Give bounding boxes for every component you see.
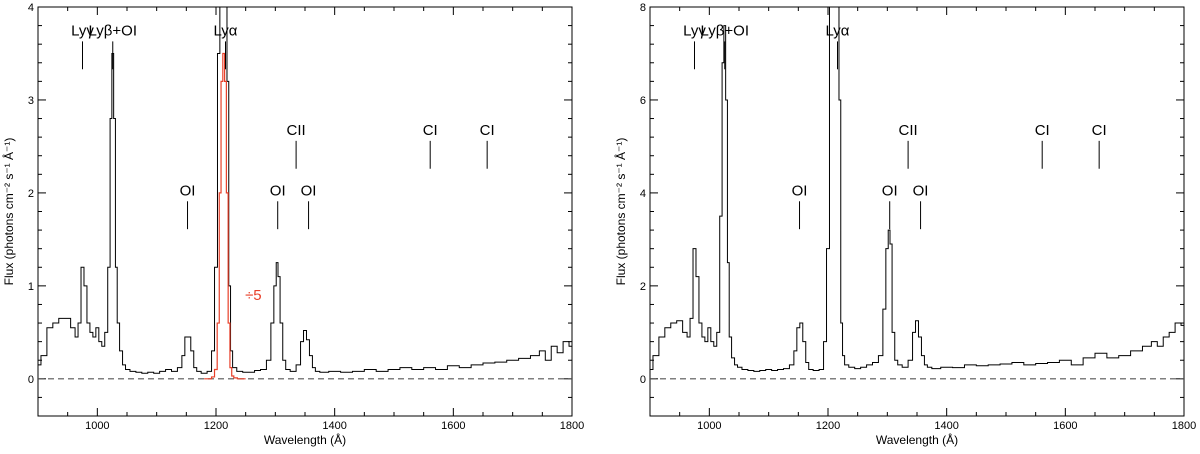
line-label: OI [792,182,808,199]
y-tick-label: 1 [28,281,34,293]
line-label: OI [180,182,196,199]
y-tick-label: 6 [640,95,646,107]
line-label: Lyγ [71,22,94,39]
x-tick-label: 1400 [934,420,958,432]
line-label: Lyβ+OI [701,22,750,39]
x-tick-label: 1600 [441,420,465,432]
y-axis-title: Flux (photons cm⁻² s⁻¹ Å⁻¹) [613,138,628,286]
x-tick-label: 1800 [560,420,584,432]
y-tick-label: 4 [28,2,34,14]
line-label: CI [1035,122,1050,139]
line-label: OI [301,182,317,199]
x-tick-label: 1200 [204,420,228,432]
x-axis-title: Wavelength (Å) [876,432,958,447]
y-tick-label: 3 [28,95,34,107]
x-tick-label: 1000 [85,420,109,432]
line-label: CII [899,122,918,139]
y-tick-label: 0 [640,374,646,386]
scale-factor-label: ÷5 [245,287,262,304]
line-label: Lyβ+OI [89,22,138,39]
y-axis-title: Flux (photons cm⁻² s⁻¹ Å⁻¹) [1,138,16,286]
line-label: Lyγ [683,22,706,39]
y-tick-label: 0 [28,374,34,386]
y-tick-label: 2 [640,281,646,293]
line-label: Lyα [214,22,238,39]
x-tick-label: 1200 [816,420,840,432]
y-tick-label: 8 [640,2,646,14]
line-label: CII [287,122,306,139]
right-spectrum-panel: 1000 1200 1400 1600 1800 0 2 4 6 8 Wavelength (Å) F… [613,2,1196,447]
left-spectrum-panel: 1000 1200 1400 1600 1800 0 1 2 3 4 Wavelength (Å) F… [1,2,584,447]
series-group [38,7,572,380]
spectrum-line [650,7,1184,372]
line-label: Lyα [826,22,850,39]
line-label: CI [423,122,438,139]
spectrum-line [38,7,572,374]
x-axis-title: Wavelength (Å) [264,432,346,447]
line-label: CI [480,122,495,139]
series-group [650,7,1184,372]
y-tick-label: 2 [28,188,34,200]
line-label: CI [1092,122,1107,139]
x-tick-label: 1800 [1172,420,1196,432]
x-tick-label: 1000 [697,420,721,432]
x-tick-label: 1400 [322,420,346,432]
y-tick-label: 4 [640,188,646,200]
x-tick-label: 1600 [1053,420,1077,432]
line-label: OI [913,182,929,199]
lyman-alpha-scaled-line [204,52,246,380]
line-label: OI [270,182,286,199]
line-label: OI [882,182,898,199]
